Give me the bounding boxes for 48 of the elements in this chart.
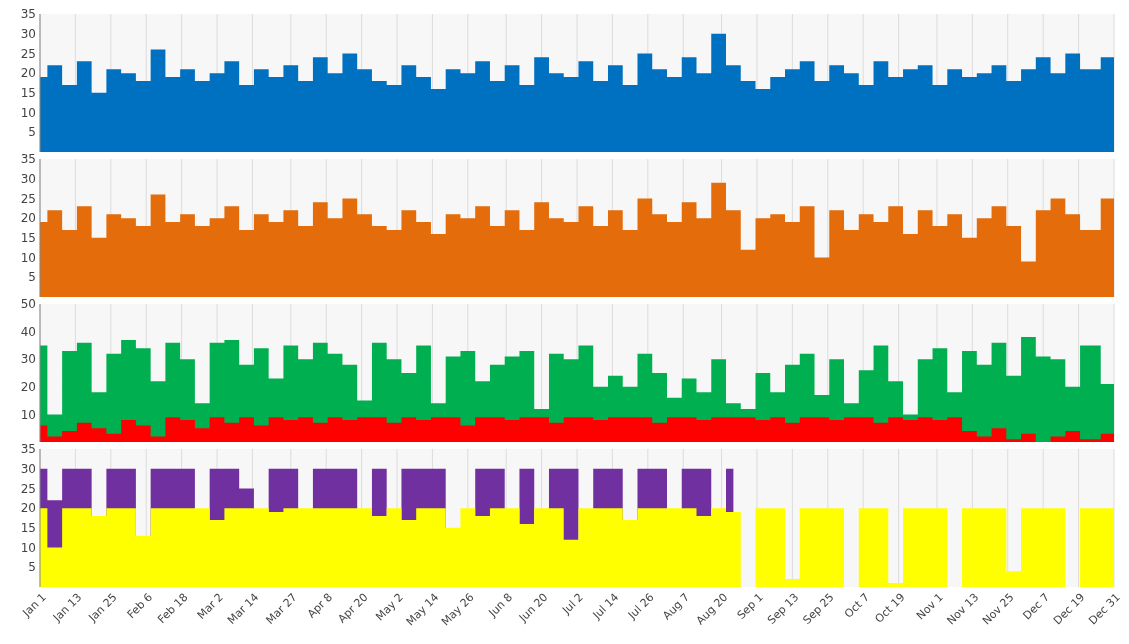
x-tick-label: Mar 2: [194, 590, 226, 622]
y-tick-label: 40: [20, 324, 36, 339]
y-tick-label: 35: [20, 7, 36, 22]
y-tick-label: 35: [20, 152, 36, 167]
x-tick-label: Jun 8: [485, 590, 516, 621]
y-tick-label: 5: [28, 270, 36, 285]
x-tick-label: Jul 14: [589, 590, 622, 623]
y-tick-label: 15: [20, 231, 36, 246]
y-tick-label: 20: [20, 501, 36, 516]
y-tick-label: 30: [20, 461, 36, 476]
y-tick-label: 30: [20, 171, 36, 186]
x-tick-label: Sep 13: [765, 590, 802, 627]
x-tick-label: Oct 7: [841, 590, 873, 621]
x-tick-label: Jun 20: [516, 590, 551, 626]
y-tick-label: 20: [20, 211, 36, 226]
y-tick-label: 30: [20, 352, 36, 367]
y-tick-label: 10: [20, 407, 36, 422]
x-tick-label: Jan 13: [49, 590, 85, 625]
x-tick-label: Jul 26: [625, 590, 657, 623]
x-tick-label: Sep 25: [800, 590, 837, 627]
y-tick-label: 25: [20, 46, 36, 61]
y-tick-label: 5: [28, 125, 36, 140]
x-tick-label: Apr 8: [304, 590, 336, 621]
x-tick-label: Aug 20: [693, 590, 731, 628]
y-tick-label: 15: [20, 86, 36, 101]
x-tick-label: Mar 27: [263, 590, 300, 627]
x-tick-label: Feb 18: [155, 590, 191, 626]
x-tick-label: Apr 20: [335, 590, 371, 626]
x-tick-label: Oct 19: [872, 590, 908, 626]
y-tick-label: 25: [20, 481, 36, 496]
y-tick-label: 10: [20, 540, 36, 555]
y-tick-label: 15: [20, 521, 36, 536]
y-tick-label: 20: [20, 66, 36, 81]
x-tick-label: Dec 31: [1086, 590, 1123, 628]
x-tick-label: Jan 1: [19, 590, 49, 620]
y-tick-label: 30: [20, 26, 36, 41]
y-tick-label: 50: [20, 297, 36, 312]
x-tick-label: Feb 6: [124, 590, 156, 622]
y-tick-label: 20: [20, 380, 36, 394]
y-tick-label: 5: [28, 560, 36, 575]
y-tick-label: 25: [20, 191, 36, 206]
x-tick-label: Jan 25: [85, 590, 120, 625]
x-tick-label: Jul 2: [559, 590, 586, 618]
y-tick-label: 10: [20, 105, 36, 120]
x-tick-label: Sep 1: [734, 590, 766, 622]
x-tick-label: Mar 14: [225, 590, 262, 627]
y-tick-label: 10: [20, 250, 36, 265]
y-tick-label: 35: [20, 442, 36, 457]
